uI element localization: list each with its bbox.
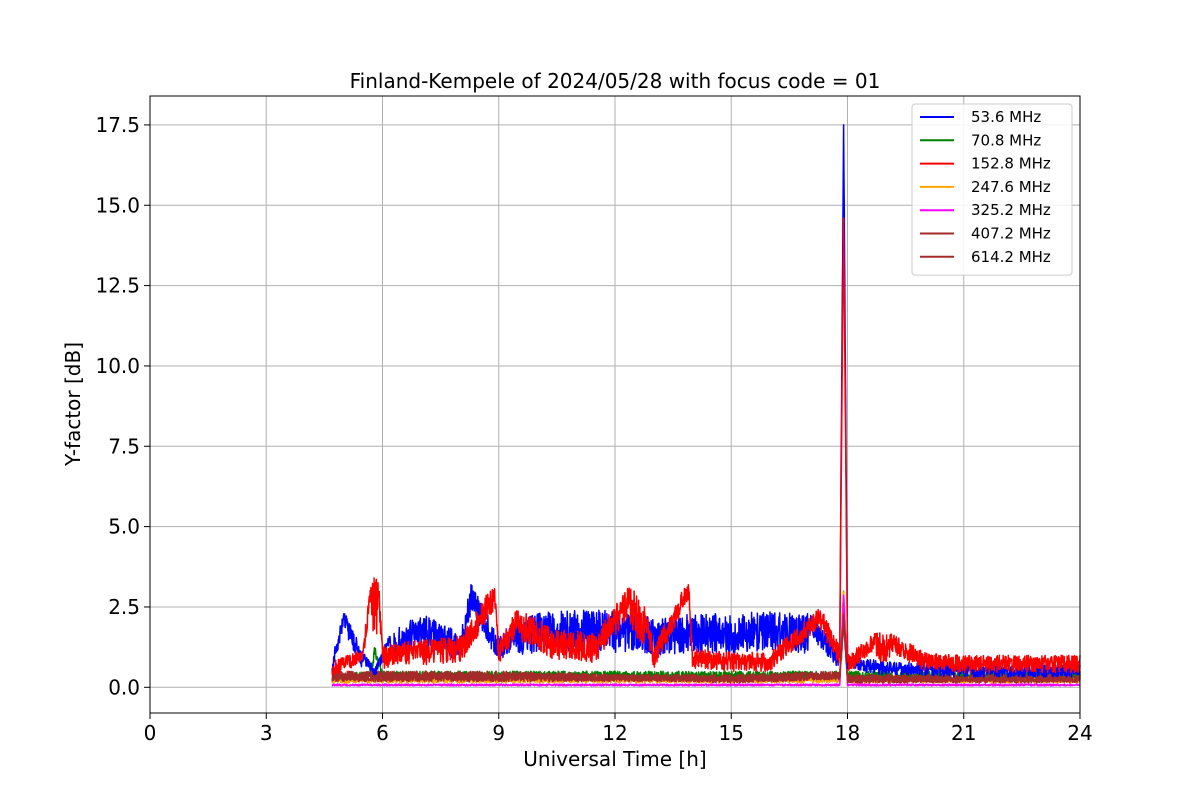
- y-tick-label: 10.0: [95, 354, 140, 378]
- y-tick-label: 0.0: [108, 675, 140, 699]
- legend-label: 152.8 MHz: [971, 155, 1051, 173]
- x-tick-label: 15: [719, 721, 744, 745]
- grid-lines: [149, 96, 1081, 713]
- y-axis-ticks: 0.0 2.5 5.0 7.5 10.0 12.5 15.0 17.5: [95, 113, 150, 699]
- x-axis-ticks: 0 3 6 9 12 15 18 21 24: [144, 713, 1093, 745]
- series-line-6: [331, 624, 1081, 684]
- y-tick-label: 15.0: [95, 193, 140, 217]
- x-axis-label: Universal Time [h]: [523, 747, 706, 771]
- legend: 53.6 MHz 70.8 MHz 152.8 MHz 247.6 MHz 325.2…: [911, 103, 1073, 276]
- legend-label: 614.2 MHz: [971, 248, 1051, 266]
- x-tick-label: 6: [376, 721, 389, 745]
- x-tick-label: 3: [260, 721, 273, 745]
- legend-box: [911, 103, 1073, 276]
- y-tick-label: 5.0: [108, 515, 140, 539]
- series-line-2: [331, 217, 1081, 676]
- legend-label: 325.2 MHz: [971, 201, 1051, 219]
- legend-label: 247.6 MHz: [971, 178, 1051, 196]
- x-tick-label: 18: [835, 721, 860, 745]
- x-tick-label: 9: [492, 721, 505, 745]
- y-tick-label: 17.5: [95, 113, 140, 137]
- x-tick-label: 21: [951, 721, 976, 745]
- series-line-4: [331, 594, 1081, 687]
- y-tick-label: 7.5: [108, 434, 140, 458]
- y-tick-label: 2.5: [108, 595, 140, 619]
- y-tick-label: 12.5: [95, 274, 140, 298]
- x-tick-label: 0: [144, 721, 157, 745]
- x-tick-label: 24: [1067, 721, 1092, 745]
- legend-label: 70.8 MHz: [971, 131, 1041, 149]
- legend-label: 407.2 MHz: [971, 225, 1051, 243]
- y-axis-label: Y-factor [dB]: [61, 342, 85, 467]
- chart-title: Finland-Kempele of 2024/05/28 with focus…: [350, 69, 881, 93]
- x-tick-label: 12: [602, 721, 627, 745]
- legend-label: 53.6 MHz: [971, 108, 1041, 126]
- series-lines: [331, 124, 1081, 687]
